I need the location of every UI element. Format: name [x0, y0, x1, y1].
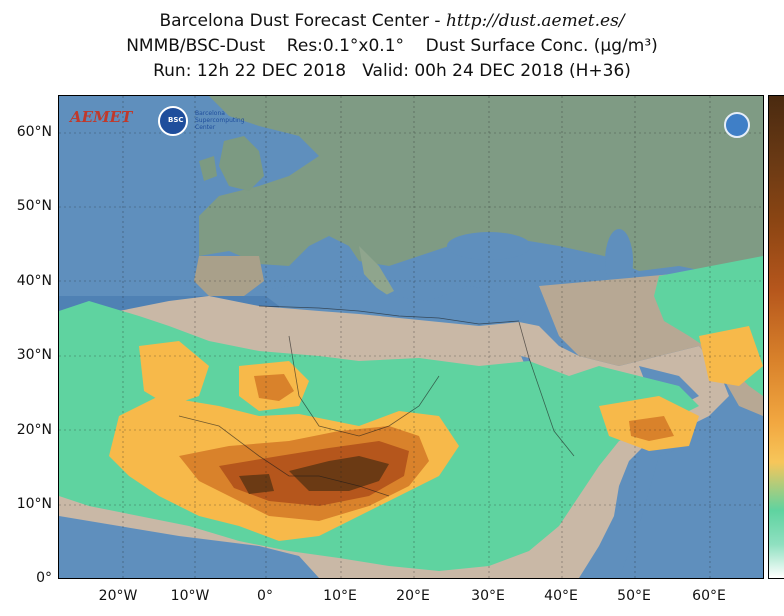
iberia — [194, 256, 264, 296]
colorbar — [768, 95, 784, 579]
y-tick-label: 30°N — [16, 347, 52, 363]
dust-map-svg — [59, 96, 763, 578]
aemet-logo: AEMET — [70, 108, 133, 126]
y-tick-label: 10°N — [16, 496, 52, 512]
british-isles — [219, 136, 264, 191]
dust-level-2-north — [139, 341, 209, 406]
y-tick-label: 0° — [36, 570, 52, 586]
x-tick-label: 20°E — [396, 588, 430, 604]
y-tick-label: 20°N — [16, 422, 52, 438]
arabian-sea — [619, 416, 763, 578]
ireland — [199, 156, 217, 181]
dust-level-5-west — [239, 474, 274, 494]
x-tick-label: 20°W — [98, 588, 138, 604]
caspian-sea — [605, 229, 633, 293]
dust-level-5 — [289, 456, 389, 491]
wmo-logo-icon — [724, 112, 750, 138]
x-tick-label: 0° — [257, 588, 273, 604]
y-tick-label: 40°N — [16, 273, 52, 289]
graticule — [59, 96, 763, 578]
gulf-of-guinea — [59, 516, 319, 578]
title-url[interactable]: http://dust.aemet.es/ — [445, 11, 625, 31]
bsc-caption: Barcelona Supercomputing Center — [195, 110, 245, 131]
dust-level-3-sahara — [254, 374, 294, 401]
italy — [359, 246, 394, 296]
y-tick-label: 50°N — [16, 198, 52, 214]
model-info: NMMB/BSC-Dust Res:0.1°x0.1° Dust Surface… — [126, 36, 658, 56]
x-tick-label: 30°E — [471, 588, 505, 604]
x-tick-label: 50°E — [617, 588, 651, 604]
x-tick-label: 10°E — [323, 588, 357, 604]
y-tick-label: 60°N — [16, 124, 52, 140]
bsc-logo-icon — [158, 106, 188, 136]
run-info: Run: 12h 22 DEC 2018 Valid: 00h 24 DEC 2… — [153, 61, 631, 81]
x-tick-label: 10°W — [170, 588, 210, 604]
dust-level-3-arabia — [629, 416, 674, 441]
mediterranean — [259, 276, 529, 324]
x-tick-label: 40°E — [544, 588, 578, 604]
bsc-logo-text: BSC — [168, 116, 184, 124]
map-title: Barcelona Dust Forecast Center - http://… — [0, 10, 784, 32]
borders — [178, 305, 575, 497]
x-tick-label: 60°E — [692, 588, 726, 604]
europe-land — [199, 96, 763, 274]
title-prefix: Barcelona Dust Forecast Center - — [159, 11, 446, 31]
dust-map — [58, 95, 764, 579]
